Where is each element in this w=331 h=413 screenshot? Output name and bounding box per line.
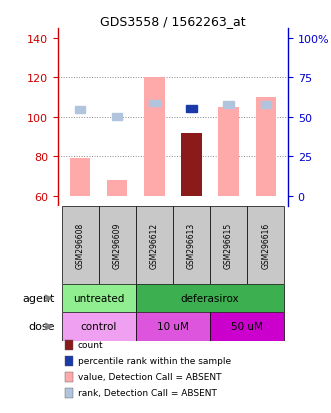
Bar bbox=[223, 102, 234, 109]
Text: value, Detection Call = ABSENT: value, Detection Call = ABSENT bbox=[78, 373, 221, 382]
Bar bbox=[218, 108, 239, 196]
Text: untreated: untreated bbox=[73, 294, 124, 304]
Bar bbox=[75, 107, 85, 114]
Title: GDS3558 / 1562263_at: GDS3558 / 1562263_at bbox=[100, 15, 246, 28]
Bar bbox=[210, 206, 247, 285]
Text: GSM296612: GSM296612 bbox=[150, 222, 159, 268]
Bar bbox=[181, 133, 202, 196]
Text: GSM296613: GSM296613 bbox=[187, 222, 196, 268]
Bar bbox=[247, 206, 284, 285]
Bar bbox=[256, 98, 276, 196]
Text: dose: dose bbox=[28, 322, 55, 332]
Text: control: control bbox=[80, 322, 117, 332]
Bar bbox=[107, 180, 127, 196]
Text: rank, Detection Call = ABSENT: rank, Detection Call = ABSENT bbox=[78, 389, 217, 398]
Bar bbox=[173, 206, 210, 285]
Bar bbox=[186, 106, 197, 113]
Text: GSM296609: GSM296609 bbox=[113, 222, 122, 268]
Text: 50 uM: 50 uM bbox=[231, 322, 263, 332]
Text: count: count bbox=[78, 340, 103, 349]
Text: percentile rank within the sample: percentile rank within the sample bbox=[78, 356, 231, 366]
Bar bbox=[62, 313, 136, 341]
Bar bbox=[136, 206, 173, 285]
Bar bbox=[149, 100, 160, 107]
Text: GSM296616: GSM296616 bbox=[261, 222, 270, 268]
Bar bbox=[112, 114, 122, 121]
Text: 10 uM: 10 uM bbox=[157, 322, 189, 332]
Bar bbox=[260, 102, 271, 109]
Bar bbox=[70, 159, 90, 196]
Text: GSM296615: GSM296615 bbox=[224, 222, 233, 268]
Text: deferasirox: deferasirox bbox=[181, 294, 239, 304]
Bar bbox=[62, 285, 136, 313]
Bar bbox=[62, 206, 99, 285]
Bar bbox=[144, 78, 165, 196]
Bar bbox=[210, 313, 284, 341]
Bar bbox=[181, 133, 202, 196]
Text: agent: agent bbox=[22, 294, 55, 304]
Text: GSM296608: GSM296608 bbox=[76, 222, 85, 268]
Bar bbox=[99, 206, 136, 285]
Bar bbox=[136, 313, 210, 341]
Bar bbox=[136, 285, 284, 313]
